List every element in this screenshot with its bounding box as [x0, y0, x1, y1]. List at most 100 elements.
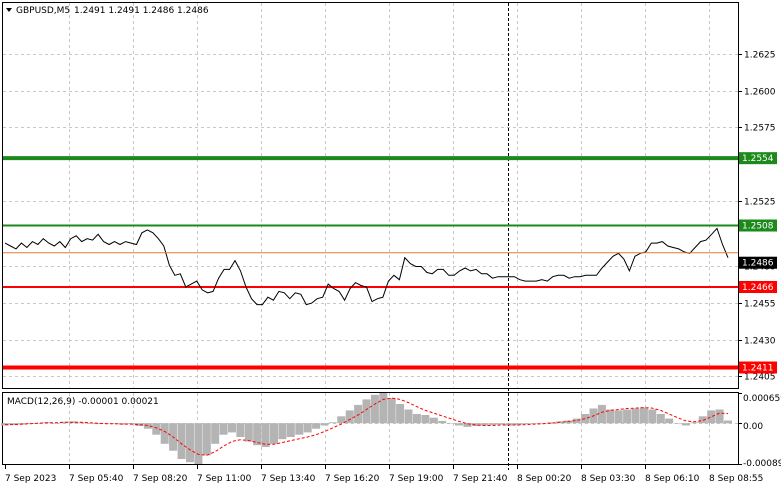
macd-bar — [379, 393, 388, 424]
macd-bar — [244, 423, 253, 442]
macd-tick-zero: 0.00 — [743, 422, 763, 432]
macd-bar — [177, 423, 186, 459]
macd-bar — [270, 423, 278, 444]
macd-bar — [639, 407, 648, 424]
macd-bar — [228, 423, 236, 433]
x-tick-label: 7 Sep 13:40 — [261, 474, 316, 484]
symbol-label: GBPUSD,M5 — [16, 6, 70, 16]
macd-bar — [143, 423, 152, 429]
y-tick-label: 1.2525 — [744, 198, 776, 208]
macd-bar — [698, 416, 707, 424]
macd-bar — [421, 415, 430, 424]
grid — [3, 3, 738, 464]
macd-bar — [412, 414, 421, 424]
macd-bar — [471, 423, 480, 426]
macd-bar — [387, 398, 396, 424]
macd-bar — [446, 423, 455, 424]
level-tag-text: 1.2508 — [742, 222, 774, 232]
macd-bar — [530, 423, 539, 424]
macd-label: MACD(12,26,9) -0.00001 0.00021 — [7, 397, 159, 407]
macd-bar — [295, 423, 304, 435]
macd-bar — [303, 423, 312, 433]
macd-bar — [362, 399, 371, 424]
macd-bar — [236, 423, 245, 437]
macd-bar — [202, 423, 211, 456]
level-tag-text: 1.2554 — [742, 154, 774, 164]
ohlc-values: 1.2491 1.2491 1.2486 1.2486 — [74, 6, 209, 16]
x-tick-label: 7 Sep 16:20 — [325, 474, 380, 484]
macd-bar — [312, 423, 321, 429]
macd-bar — [51, 423, 60, 424]
y-tick-label: 1.2455 — [744, 300, 776, 310]
macd-bar — [682, 423, 690, 426]
price-levels — [3, 156, 738, 370]
price-series — [3, 227, 738, 306]
macd-bar — [253, 423, 262, 446]
macd-bar — [690, 422, 699, 424]
x-tick-label: 7 Sep 08:20 — [133, 474, 188, 484]
macd-indicator — [1, 393, 732, 464]
macd-bar — [715, 409, 724, 424]
macd-bar — [211, 423, 220, 444]
macd-bar — [572, 418, 581, 424]
macd-bar — [219, 423, 228, 435]
x-tick-label: 7 Sep 05:40 — [69, 474, 124, 484]
macd-bar — [505, 423, 514, 426]
macd-bar — [278, 423, 287, 440]
macd-bar — [488, 423, 497, 425]
macd-bar — [648, 409, 657, 424]
macd-bar — [354, 404, 363, 424]
macd-bar — [513, 423, 522, 425]
level-tag-1.2508 — [739, 219, 777, 232]
x-tick-label: 8 Sep 06:10 — [645, 474, 700, 484]
time-axis[interactable]: 7 Sep 2023 7 Sep 05:40 7 Sep 08:20 7 Sep 11… — [5, 465, 763, 484]
x-tick-label: 7 Sep 2023 — [5, 474, 56, 484]
macd-bar — [286, 423, 295, 437]
macd-tick-top: 0.000659 — [743, 394, 781, 404]
macd-bar — [522, 423, 531, 425]
macd-bar — [656, 414, 665, 424]
macd-bar — [463, 423, 472, 427]
macd-bar — [34, 423, 43, 424]
current-price-text: 1.2486 — [742, 259, 774, 269]
y-tick-label: 1.2625 — [744, 51, 776, 61]
macd-bar — [438, 420, 447, 424]
macd-bar — [623, 409, 632, 424]
macd-bar — [396, 404, 405, 424]
macd-bar — [724, 420, 732, 424]
macd-bar — [707, 410, 716, 424]
macd-bar — [261, 423, 270, 447]
macd-bar — [547, 422, 556, 424]
macd-bar — [337, 416, 346, 424]
level-tag-text: 1.2411 — [742, 364, 774, 374]
level-tag-1.2466 — [739, 280, 777, 293]
macd-bar — [404, 409, 413, 424]
macd-bar — [110, 423, 119, 424]
macd-bar — [614, 410, 623, 424]
macd-bar — [497, 423, 505, 425]
level-tag-1.2554 — [739, 152, 777, 165]
macd-bar — [673, 423, 682, 424]
macd-bar — [328, 422, 337, 424]
macd-bar — [345, 410, 354, 424]
macd-bar — [320, 423, 329, 426]
macd-bar — [597, 404, 606, 424]
level-tag-1.2411 — [739, 361, 777, 374]
y-tick-label: 1.2600 — [744, 88, 776, 98]
macd-bar — [631, 408, 640, 424]
price-axis[interactable]: 1.26251.26001.25751.25251.24801.24551.24… — [738, 51, 777, 465]
triangle-down-icon[interactable] — [6, 8, 12, 12]
macd-bar — [85, 423, 94, 424]
macd-bar — [135, 423, 144, 426]
level-tag-text: 1.2466 — [742, 283, 774, 293]
price-line — [4, 227, 729, 306]
x-tick-label: 7 Sep 19:00 — [389, 474, 444, 484]
x-tick-label: 8 Sep 00:20 — [517, 474, 572, 484]
x-tick-label: 8 Sep 08:55 — [709, 474, 763, 484]
x-tick-label: 7 Sep 21:40 — [453, 474, 508, 484]
macd-bar — [429, 417, 438, 424]
price-pane[interactable] — [2, 2, 739, 389]
macd-bar — [160, 423, 169, 444]
macd-bar — [59, 421, 68, 424]
